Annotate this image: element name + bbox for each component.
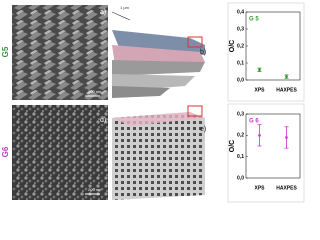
x-tick-label: HAXPES: [276, 185, 297, 191]
panel-label: e): [200, 126, 206, 133]
point: [258, 68, 261, 72]
y-tick-label: 0,0: [237, 175, 244, 181]
chart-frame: [227, 103, 305, 203]
sem-image: [12, 5, 108, 100]
y-tick-label: 0,2: [237, 43, 244, 49]
chart-title: G 6: [249, 119, 259, 125]
y-tick-label: 0,1: [237, 154, 244, 160]
figure: G5 G6 a) 200 nm 1 µm b) d) 200 nm e) 0,0…: [1, 2, 305, 203]
y-axis-label: O/C: [229, 40, 236, 52]
chart-frame: [227, 2, 305, 102]
panel-label: b): [200, 49, 206, 56]
y-tick-label: 0,1: [237, 60, 244, 66]
point: [258, 134, 261, 137]
x-tick-label: HAXPES: [276, 87, 297, 93]
panel-label: a): [100, 9, 106, 16]
y-tick-label: 0,2: [237, 133, 244, 139]
page: G5 G6 a) 200 nm 1 µm b) d) 200 nm e) 0,0…: [1, 2, 305, 203]
point: [285, 75, 288, 78]
y-tick-label: 0,4: [237, 9, 244, 15]
y-tick-label: 0,3: [237, 111, 244, 117]
y-tick-label: 0,3: [237, 26, 244, 32]
scale-bar-label: 1 µm: [120, 5, 130, 10]
tomography-image: [110, 105, 207, 200]
point: [285, 136, 288, 139]
row-label: G5: [1, 46, 10, 57]
sem-image: [12, 105, 108, 200]
scale-bar-label: 200 nm: [88, 89, 102, 94]
y-axis-label: O/C: [229, 140, 236, 152]
panel-label: d): [100, 117, 106, 124]
x-tick-label: XPS: [254, 185, 265, 191]
x-tick-label: XPS: [254, 87, 265, 93]
y-tick-label: 0,0: [237, 77, 244, 83]
scale-bar-label: 200 nm: [88, 187, 102, 192]
row-label: G6: [1, 146, 10, 157]
chart-title: G 5: [249, 17, 259, 23]
plot-area: [245, 113, 301, 179]
tomography-image: [110, 5, 207, 100]
